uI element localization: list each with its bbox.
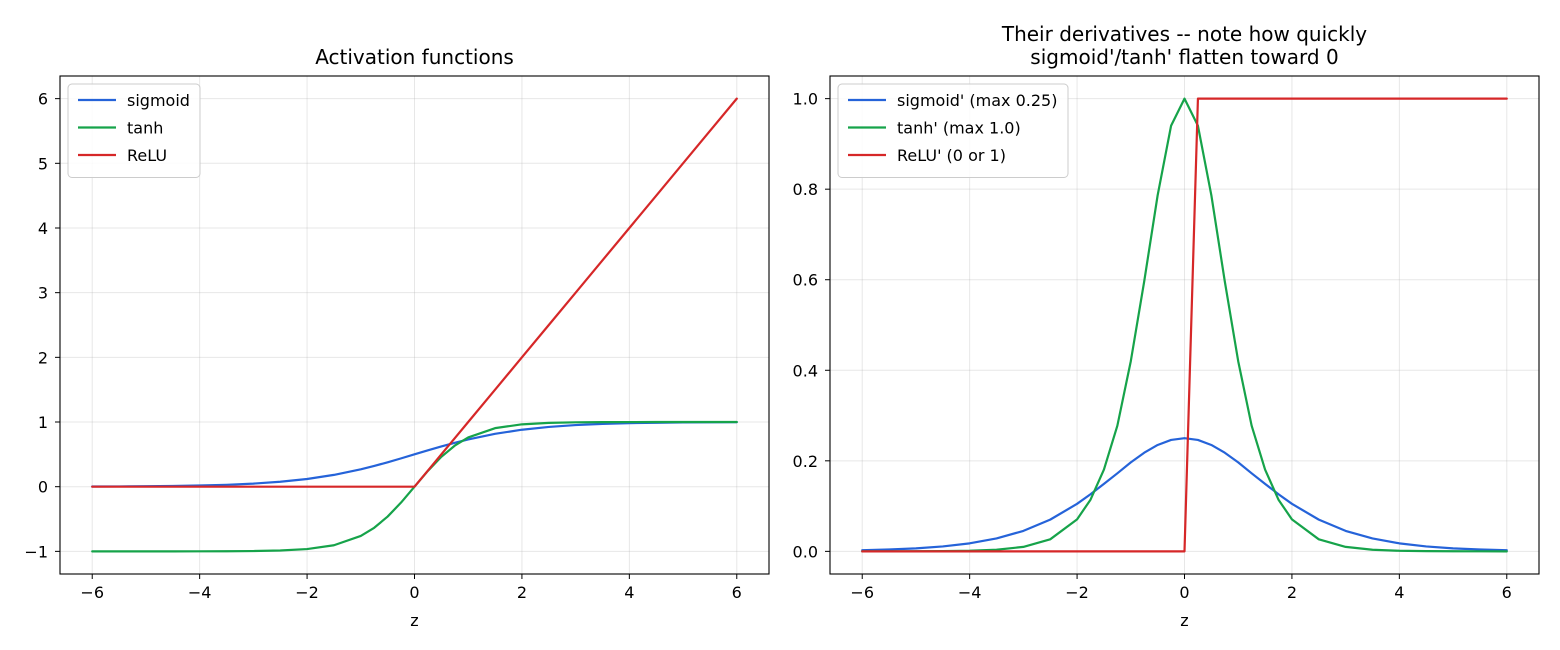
- left-legend-label-tanh: tanh: [127, 119, 163, 138]
- right-legend-label-sigmoid: sigmoid' (max 0.25): [897, 91, 1057, 110]
- right-x-tick-label-2: −2: [1065, 583, 1089, 602]
- right-legend-label-tanh: tanh' (max 1.0): [897, 119, 1021, 138]
- right-y-tick-label-4: 0.8: [793, 180, 818, 199]
- right-line-relu: [861, 97, 1508, 553]
- right-x-tick-label-3: 0: [1179, 583, 1189, 602]
- left-legend-label-relu: ReLU: [127, 146, 167, 165]
- right-legend: sigmoid' (max 0.25) tanh' (max 1.0) ReLU' …: [837, 83, 1069, 178]
- left-legend-label-sigmoid: sigmoid: [127, 91, 190, 110]
- right-x-tick-label-4: 2: [1287, 583, 1297, 602]
- right-x-tick-label-0: −6: [850, 583, 874, 602]
- left-y-tick-label-6: 5: [38, 154, 48, 173]
- left-grid: [60, 76, 769, 574]
- right-y-tick-label-2: 0.4: [793, 361, 818, 380]
- right-chart: −6 −4 −2 0 2 4 6 0.0 0.2 0.4 0.6 0.8 1.0 z Their deriv…: [793, 22, 1540, 630]
- left-y-tick-label-0: −1: [24, 542, 48, 561]
- right-title-line-0: Their derivatives -- note how quickly: [1001, 22, 1367, 46]
- right-y-tick-label-0: 0.0: [793, 542, 818, 561]
- left-x-tick-label-4: 2: [517, 583, 527, 602]
- left-legend: sigmoid tanh ReLU: [67, 83, 201, 178]
- left-x-axis-label: z: [410, 611, 418, 630]
- right-series: [861, 97, 1508, 553]
- right-legend-label-relu: ReLU' (0 or 1): [897, 146, 1006, 165]
- left-title-line-0: Activation functions: [315, 45, 514, 69]
- right-x-axis-label: z: [1180, 611, 1188, 630]
- left-x-tick-label-6: 6: [732, 583, 742, 602]
- left-y-tick-label-3: 2: [38, 348, 48, 367]
- right-x-tick-label-5: 4: [1394, 583, 1404, 602]
- left-x-tick-label-5: 4: [624, 583, 634, 602]
- right-x-tick-label-1: −4: [958, 583, 982, 602]
- right-x-tick-label-6: 6: [1502, 583, 1512, 602]
- left-x-tick-label-2: −2: [295, 583, 319, 602]
- right-y-tick-label-1: 0.2: [793, 452, 818, 471]
- right-y-tick-label-5: 1.0: [793, 90, 818, 109]
- right-line-tanh: [861, 97, 1508, 553]
- left-series: [91, 97, 738, 553]
- left-y-tick-label-1: 0: [38, 478, 48, 497]
- left-x-tick-label-3: 0: [409, 583, 419, 602]
- right-line-sigmoid: [861, 437, 1508, 552]
- left-line-sigmoid: [91, 421, 738, 488]
- right-title-line-1: sigmoid'/tanh' flatten toward 0: [1030, 45, 1338, 69]
- right-legend-box: [837, 83, 1069, 178]
- left-y-tick-label-7: 6: [38, 90, 48, 109]
- left-y-tick-label-2: 1: [38, 413, 48, 432]
- left-y-tick-label-5: 4: [38, 219, 48, 238]
- left-chart: −6 −4 −2 0 2 4 6 −1 0 1 2 3 4 5 6 z Activation functions…: [24, 45, 770, 630]
- left-x-tick-label-0: −6: [80, 583, 104, 602]
- left-line-relu: [91, 97, 738, 488]
- right-y-tick-label-3: 0.6: [793, 271, 818, 290]
- left-y-tick-label-4: 3: [38, 284, 48, 303]
- left-x-tick-label-1: −4: [188, 583, 212, 602]
